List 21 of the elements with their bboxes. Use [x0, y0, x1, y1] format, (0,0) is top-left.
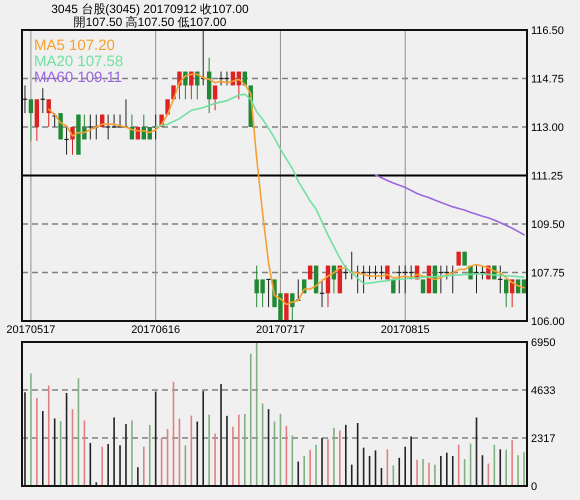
y-tick-label: 4633	[531, 385, 556, 398]
y-tick-label: 114.75	[531, 74, 564, 86]
y-tick-label: 116.50	[531, 25, 564, 37]
text: MA60 109.11	[34, 69, 122, 86]
y-tick-label: 0	[531, 481, 538, 493]
y-tick-label: 2317	[531, 432, 556, 445]
y-tick-label: 109.50	[531, 219, 565, 231]
x-tick-label: 20170616	[131, 324, 180, 336]
text: MA5 107.20	[34, 37, 115, 54]
y-tick-label: 113.00	[531, 122, 564, 134]
chart-subtitle: 開107.50 高107.50 低107.00	[74, 15, 227, 29]
chart-title: 3045 台股(3045) 20170912 收107.00	[51, 2, 250, 16]
text: MA20 107.58	[34, 53, 124, 70]
line-series	[374, 174, 525, 236]
y-tick-label: 6950	[531, 337, 556, 349]
x-tick-label: 20170815	[380, 324, 430, 336]
x-tick-label: 20170517	[6, 324, 56, 336]
y-tick-label: 106.00	[531, 316, 565, 328]
y-tick-label: 107.75	[531, 268, 565, 280]
y-tick-label: 111.25	[531, 170, 564, 182]
x-tick-label: 20170717	[256, 324, 305, 336]
